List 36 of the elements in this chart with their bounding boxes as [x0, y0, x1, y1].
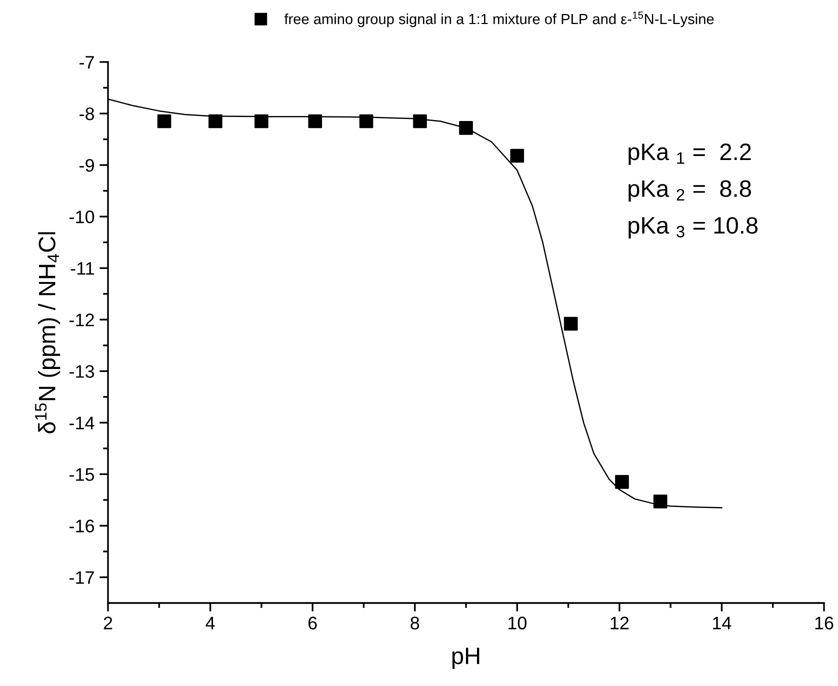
y-tick-label: -16	[70, 520, 94, 532]
y-tick-label: -8	[80, 107, 94, 120]
y-tick-label: -10	[70, 210, 94, 224]
y-tick-label: -7	[80, 56, 94, 69]
point	[208, 114, 222, 128]
x-tick-label: 6	[308, 616, 317, 630]
point	[615, 475, 629, 489]
x-tick-label: 14	[713, 616, 732, 630]
x-tick-label: 16	[815, 616, 834, 630]
point	[308, 114, 322, 128]
point	[359, 114, 374, 128]
annotation: pKa $_{2}$ = 8.8	[628, 180, 751, 202]
point	[157, 114, 172, 128]
annotation: pKa $_{1}$ = 2.2	[628, 143, 751, 165]
x-tick-label: 10	[508, 616, 526, 630]
x-tick-label: 4	[206, 616, 215, 630]
legend-label: free amino group signal in a 1:1 mixture of PLP and ε-$^{15}$N-L-Lysine	[284, 12, 714, 28]
y-tick-label: -12	[70, 314, 94, 326]
y-tick-label: -14	[70, 416, 94, 430]
point	[413, 114, 427, 128]
point	[459, 121, 473, 135]
y-tick-label: -9	[80, 158, 94, 172]
point	[254, 114, 268, 128]
x-tick-label: 12	[610, 616, 629, 630]
y-tick-label: -11	[70, 262, 94, 275]
y-axis-title: δ$^{15}$N (ppm) / NH$_{4}$Cl	[35, 232, 60, 434]
x-axis-title: pH	[452, 648, 480, 669]
annotation: pKa $_{3}$ = 10.8	[628, 217, 758, 238]
point	[564, 316, 578, 331]
point	[653, 494, 668, 508]
x-tick-label: 8	[410, 616, 420, 630]
y-tick-label: -13	[70, 365, 94, 378]
y-tick-label: -17	[70, 571, 94, 584]
y-tick-label: -15	[70, 468, 94, 481]
point	[510, 148, 524, 163]
x-tick-label: 2	[104, 616, 112, 630]
